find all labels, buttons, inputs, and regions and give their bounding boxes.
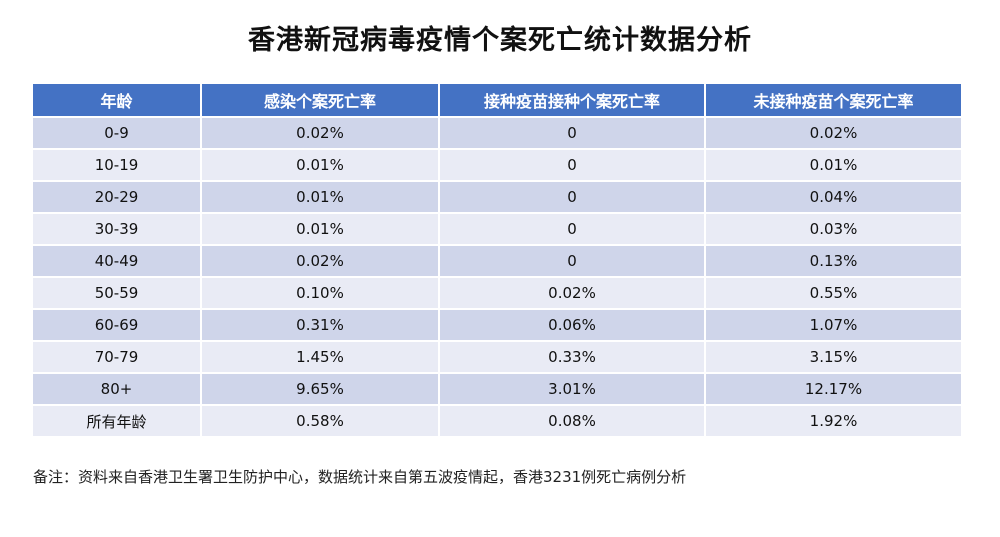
table-row: 40-49 0.02% 0 0.13%: [33, 244, 961, 277]
cell-unvaccinated-rate: 3.15%: [705, 340, 961, 373]
cell-age: 20-29: [33, 180, 202, 213]
table-row: 0-9 0.02% 0 0.02%: [33, 116, 961, 149]
cell-vaccinated-rate: 0.06%: [439, 308, 706, 341]
cell-unvaccinated-rate: 0.01%: [705, 148, 961, 181]
cell-unvaccinated-rate: 0.13%: [705, 244, 961, 277]
page-title: 香港新冠病毒疫情个案死亡统计数据分析: [248, 25, 752, 56]
table-row: 70-79 1.45% 0.33% 3.15%: [33, 340, 961, 373]
cell-age: 70-79: [33, 340, 202, 373]
cell-vaccinated-rate: 3.01%: [439, 372, 706, 405]
cell-infected-rate: 0.02%: [201, 116, 440, 149]
cell-infected-rate: 0.01%: [201, 148, 440, 181]
cell-age: 60-69: [33, 308, 202, 341]
cell-age: 40-49: [33, 244, 202, 277]
table-row: 30-39 0.01% 0 0.03%: [33, 212, 961, 245]
cell-vaccinated-rate: 0: [439, 116, 706, 149]
table-row: 10-19 0.01% 0 0.01%: [33, 148, 961, 181]
cell-vaccinated-rate: 0: [439, 212, 706, 245]
cell-age: 80+: [33, 372, 202, 405]
cell-infected-rate: 0.02%: [201, 244, 440, 277]
cell-age: 50-59: [33, 276, 202, 309]
cell-age: 10-19: [33, 148, 202, 181]
cell-vaccinated-rate: 0: [439, 148, 706, 181]
cell-vaccinated-rate: 0.02%: [439, 276, 706, 309]
cell-age: 所有年龄: [33, 404, 202, 436]
table-body: 0-9 0.02% 0 0.02% 10-19 0.01% 0 0.01% 20…: [33, 116, 961, 436]
source-note: 备注：资料来自香港卫生署卫生防护中心，数据统计来自第五波疫情起，香港3231例死…: [33, 468, 687, 486]
table-row: 80+ 9.65% 3.01% 12.17%: [33, 372, 961, 405]
header-age: 年龄: [33, 84, 202, 117]
cell-infected-rate: 9.65%: [201, 372, 440, 405]
table-row: 20-29 0.01% 0 0.04%: [33, 180, 961, 213]
cell-unvaccinated-rate: 1.07%: [705, 308, 961, 341]
cell-age: 0-9: [33, 116, 202, 149]
cell-unvaccinated-rate: 0.55%: [705, 276, 961, 309]
cell-infected-rate: 1.45%: [201, 340, 440, 373]
header-unvaccinated-death-rate: 未接种疫苗个案死亡率: [705, 84, 961, 117]
cell-vaccinated-rate: 0: [439, 180, 706, 213]
cell-unvaccinated-rate: 12.17%: [705, 372, 961, 405]
cell-infected-rate: 0.01%: [201, 180, 440, 213]
cell-vaccinated-rate: 0: [439, 244, 706, 277]
cell-infected-rate: 0.58%: [201, 404, 440, 436]
mortality-table: 年龄 感染个案死亡率 接种疫苗接种个案死亡率 未接种疫苗个案死亡率 0-9 0.…: [33, 84, 961, 436]
cell-unvaccinated-rate: 0.02%: [705, 116, 961, 149]
header-row: 年龄 感染个案死亡率 接种疫苗接种个案死亡率 未接种疫苗个案死亡率: [33, 84, 961, 117]
table-row: 50-59 0.10% 0.02% 0.55%: [33, 276, 961, 309]
cell-vaccinated-rate: 0.33%: [439, 340, 706, 373]
cell-unvaccinated-rate: 1.92%: [705, 404, 961, 436]
cell-infected-rate: 0.01%: [201, 212, 440, 245]
table-row: 所有年龄 0.58% 0.08% 1.92%: [33, 404, 961, 436]
cell-infected-rate: 0.31%: [201, 308, 440, 341]
header-infected-death-rate: 感染个案死亡率: [201, 84, 440, 117]
cell-unvaccinated-rate: 0.03%: [705, 212, 961, 245]
cell-vaccinated-rate: 0.08%: [439, 404, 706, 436]
mortality-table-container: 年龄 感染个案死亡率 接种疫苗接种个案死亡率 未接种疫苗个案死亡率 0-9 0.…: [33, 84, 961, 436]
table-header: 年龄 感染个案死亡率 接种疫苗接种个案死亡率 未接种疫苗个案死亡率: [33, 84, 961, 117]
cell-unvaccinated-rate: 0.04%: [705, 180, 961, 213]
header-vaccinated-death-rate: 接种疫苗接种个案死亡率: [439, 84, 706, 117]
cell-infected-rate: 0.10%: [201, 276, 440, 309]
table-row: 60-69 0.31% 0.06% 1.07%: [33, 308, 961, 341]
cell-age: 30-39: [33, 212, 202, 245]
